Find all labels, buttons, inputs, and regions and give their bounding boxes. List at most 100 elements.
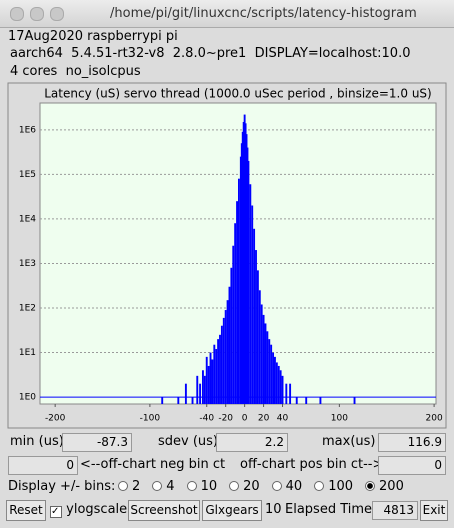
min-label: min (us)	[10, 434, 64, 449]
bar	[264, 323, 267, 404]
radio-button[interactable]	[152, 481, 163, 491]
radio-button[interactable]	[186, 481, 197, 491]
bar	[272, 352, 274, 404]
minimize-button[interactable]	[30, 7, 44, 21]
elapsed-value: 4813	[372, 501, 418, 520]
radio-button[interactable]	[314, 481, 325, 491]
reset-button[interactable]: Reset	[6, 500, 46, 521]
bins-radio[interactable]: 4	[152, 479, 175, 494]
bar	[305, 397, 308, 404]
bar	[205, 356, 208, 404]
y-tick-label: 1E1	[19, 348, 36, 358]
y-tick-label: 1E5	[19, 170, 36, 180]
radio-label: 200	[379, 479, 404, 494]
bar	[211, 359, 214, 404]
bar	[177, 397, 180, 404]
bins-label: Display +/- bins:	[8, 479, 116, 494]
bar	[295, 397, 298, 404]
zoom-button[interactable]	[50, 7, 64, 21]
radio-label: 40	[285, 479, 303, 494]
bins-radio[interactable]: 10	[186, 479, 218, 494]
bar	[196, 375, 199, 404]
radio-label: 4	[166, 479, 175, 494]
radio-button[interactable]	[118, 481, 128, 491]
radio-label: 2	[132, 479, 141, 494]
bar	[236, 201, 238, 404]
bar	[285, 383, 288, 404]
bar	[202, 370, 204, 404]
y-tick-label: 1E4	[19, 214, 36, 224]
bar	[281, 375, 284, 404]
bar	[161, 397, 164, 404]
bar	[230, 267, 233, 404]
chart: Latency (uS) servo thread (1000.0 uSec p…	[7, 82, 447, 429]
bar	[249, 184, 252, 404]
bar	[253, 228, 256, 404]
min-value: -87.3	[62, 433, 132, 452]
bar	[268, 339, 271, 404]
exit-button[interactable]: Exit	[420, 500, 448, 521]
ylog-label: ylogscale	[66, 502, 128, 517]
bar	[228, 286, 231, 404]
bar	[266, 331, 269, 404]
bins-radio[interactable]: 20	[229, 479, 260, 494]
x-tick-label: 0	[242, 414, 248, 424]
pos-count: 0	[378, 456, 446, 475]
bar	[217, 339, 220, 404]
radio-button[interactable]	[229, 481, 240, 491]
bar	[184, 383, 187, 404]
x-tick-label: -100	[140, 414, 161, 424]
ylog-checkbox[interactable]: ✓ ylogscale	[50, 502, 128, 518]
bar	[213, 344, 216, 404]
info-line: 4 cores no_isolcpus	[10, 64, 141, 79]
screenshot-button[interactable]: Screenshot	[128, 500, 200, 521]
x-tick-label: -20	[218, 414, 233, 424]
bins-radio[interactable]: 100	[314, 479, 353, 494]
bins-radio[interactable]: 2	[118, 479, 140, 494]
close-button[interactable]	[10, 7, 24, 21]
bar	[277, 365, 280, 404]
x-tick-label: -40	[199, 414, 214, 424]
bar	[219, 334, 221, 404]
bins-options: 2 4 10 20 40 100 200	[118, 479, 416, 494]
radio-button[interactable]	[365, 481, 376, 491]
radio-label: 20	[243, 479, 260, 494]
bar	[232, 245, 235, 404]
sdev-label: sdev (us):	[158, 434, 223, 449]
sdev-value: 2.2	[216, 433, 288, 452]
bar	[207, 365, 210, 404]
glx-count: 10	[265, 502, 282, 517]
title-bar: /home/pi/git/linuxcnc/scripts/latency-hi…	[0, 0, 454, 28]
bar	[274, 356, 276, 404]
bar	[222, 317, 225, 404]
bar	[238, 178, 240, 404]
max-value: 116.9	[378, 433, 446, 452]
bins-radio[interactable]: 40	[271, 479, 303, 494]
bar	[191, 397, 194, 404]
y-tick-label: 1E2	[19, 304, 36, 314]
pos-label: off-chart pos bin ct-->	[240, 457, 384, 472]
bar	[220, 325, 223, 404]
bar	[240, 143, 243, 405]
bins-radio[interactable]: 200	[365, 479, 404, 494]
bar	[245, 134, 248, 404]
bar	[243, 114, 246, 404]
bar	[260, 304, 263, 404]
bar	[275, 362, 278, 404]
radio-button[interactable]	[271, 481, 282, 491]
bar	[319, 397, 322, 404]
radio-label: 100	[328, 479, 354, 494]
y-tick-label: 1E6	[19, 125, 36, 135]
x-tick-label: 200	[426, 414, 443, 424]
neg-label: <--off-chart neg bin ct	[80, 457, 226, 472]
bar	[289, 383, 292, 404]
glxgears-button[interactable]: Glxgears	[202, 500, 262, 521]
bar	[353, 397, 356, 404]
radio-label: 10	[200, 479, 218, 494]
max-label: max(us)	[322, 434, 376, 449]
y-tick-label: 1E3	[19, 259, 36, 269]
x-tick-label: 20	[258, 414, 270, 424]
bar	[255, 250, 257, 404]
elapsed-label: Elapsed Time:	[285, 502, 377, 517]
